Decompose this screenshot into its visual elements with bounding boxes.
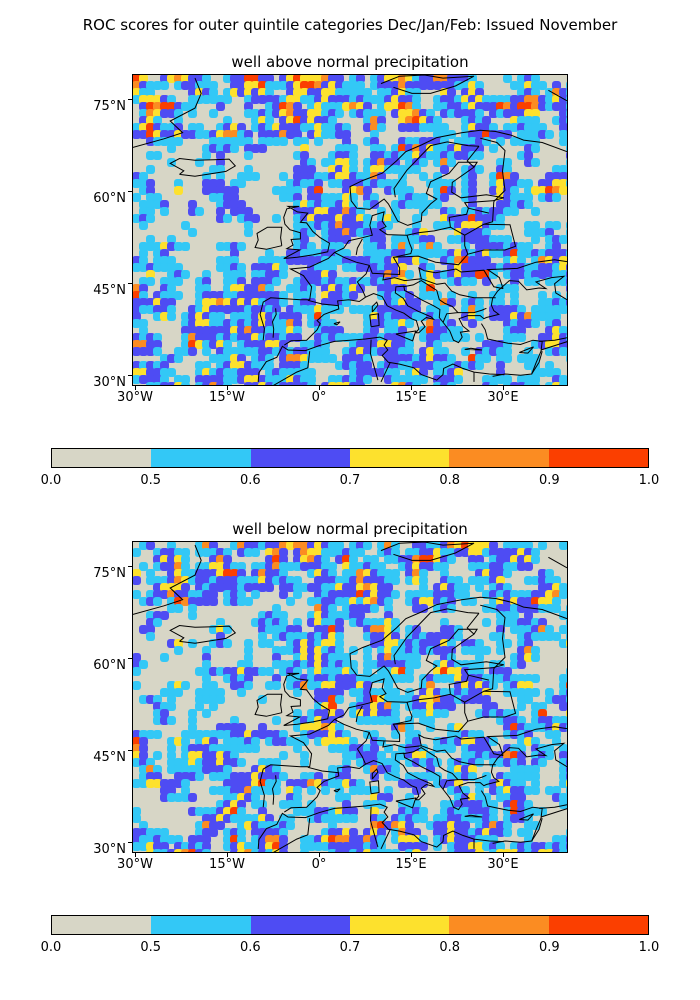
colorbar-tick-label: 0.7 [339, 473, 361, 488]
roc-score-map [133, 542, 567, 852]
colorbar-tick-label: 0.8 [439, 473, 460, 488]
colorbar-segment [250, 916, 350, 934]
colorbar-segment [449, 449, 549, 467]
x-tick-15e: 15°E [395, 857, 427, 872]
x-tick-mark [411, 853, 412, 857]
roc-score-map [133, 75, 567, 385]
colorbar-tick-label: 1.0 [638, 940, 660, 955]
y-tick-mark [128, 283, 132, 284]
x-tick-30w: 30°W [117, 857, 153, 872]
x-tick-0: 0° [311, 857, 327, 872]
y-tick-mark [128, 99, 132, 100]
figure-title: ROC scores for outer quintile categories… [82, 16, 618, 34]
colorbar-segment [548, 449, 648, 467]
colorbar-tick-label: 0.0 [40, 940, 62, 955]
colorbar-segment [250, 449, 350, 467]
x-tick-mark [135, 853, 136, 857]
x-tick-30e: 30°E [487, 857, 519, 872]
x-tick-mark [503, 386, 504, 390]
colorbar-tick-label: 0.5 [140, 473, 161, 488]
x-tick-30w: 30°W [117, 390, 153, 405]
y-tick-mark [128, 191, 132, 192]
colorbar-segment [52, 916, 152, 934]
panel-title-below: well below normal precipitation [232, 520, 468, 538]
score-field [133, 542, 567, 852]
colorbar-segment [548, 916, 648, 934]
x-tick-15w: 15°W [209, 857, 245, 872]
colorbar-segment [151, 916, 251, 934]
colorbar-segment [349, 449, 450, 467]
x-tick-mark [227, 386, 228, 390]
x-tick-0: 0° [311, 390, 327, 405]
colorbar-segment [52, 449, 152, 467]
y-tick-75n: 75°N [93, 99, 126, 114]
y-tick-30n: 30°N [93, 842, 126, 857]
y-tick-mark [128, 842, 132, 843]
x-tick-15w: 15°W [209, 390, 245, 405]
x-tick-mark [135, 386, 136, 390]
colorbar-tick-label: 1.0 [638, 473, 660, 488]
y-tick-mark [128, 566, 132, 567]
y-tick-45n: 45°N [93, 750, 126, 765]
colorbar-tick-label: 0.5 [140, 940, 161, 955]
map-well-above-normal [132, 74, 568, 386]
x-tick-mark [503, 853, 504, 857]
x-tick-mark [319, 853, 320, 857]
colorbar-panel-2 [51, 915, 649, 935]
colorbar-tick-label: 0.6 [239, 473, 261, 488]
score-field [133, 75, 567, 385]
y-tick-45n: 45°N [93, 283, 126, 298]
colorbar-segment [349, 916, 450, 934]
coastlines-and-borders [133, 542, 567, 852]
colorbar-tick-label: 0.8 [439, 940, 460, 955]
x-tick-mark [227, 853, 228, 857]
coastlines-and-borders [133, 75, 567, 385]
colorbar-tick-label: 0.9 [538, 940, 560, 955]
y-tick-30n: 30°N [93, 375, 126, 390]
map-well-below-normal [132, 541, 568, 853]
colorbar-tick-label: 0.6 [239, 940, 261, 955]
panel-title-above: well above normal precipitation [231, 53, 469, 71]
colorbar-segment [151, 449, 251, 467]
y-tick-60n: 60°N [93, 191, 126, 206]
y-tick-75n: 75°N [93, 566, 126, 581]
colorbar-tick-label: 0.0 [40, 473, 62, 488]
colorbar-tick-label: 0.7 [339, 940, 361, 955]
x-tick-15e: 15°E [395, 390, 427, 405]
colorbar-tick-label: 0.9 [538, 473, 560, 488]
x-tick-30e: 30°E [487, 390, 519, 405]
colorbar-panel-1 [51, 448, 649, 468]
y-tick-60n: 60°N [93, 658, 126, 673]
x-tick-mark [319, 386, 320, 390]
x-tick-mark [411, 386, 412, 390]
y-tick-mark [128, 375, 132, 376]
colorbar-segment [449, 916, 549, 934]
y-tick-mark [128, 750, 132, 751]
y-tick-mark [128, 658, 132, 659]
